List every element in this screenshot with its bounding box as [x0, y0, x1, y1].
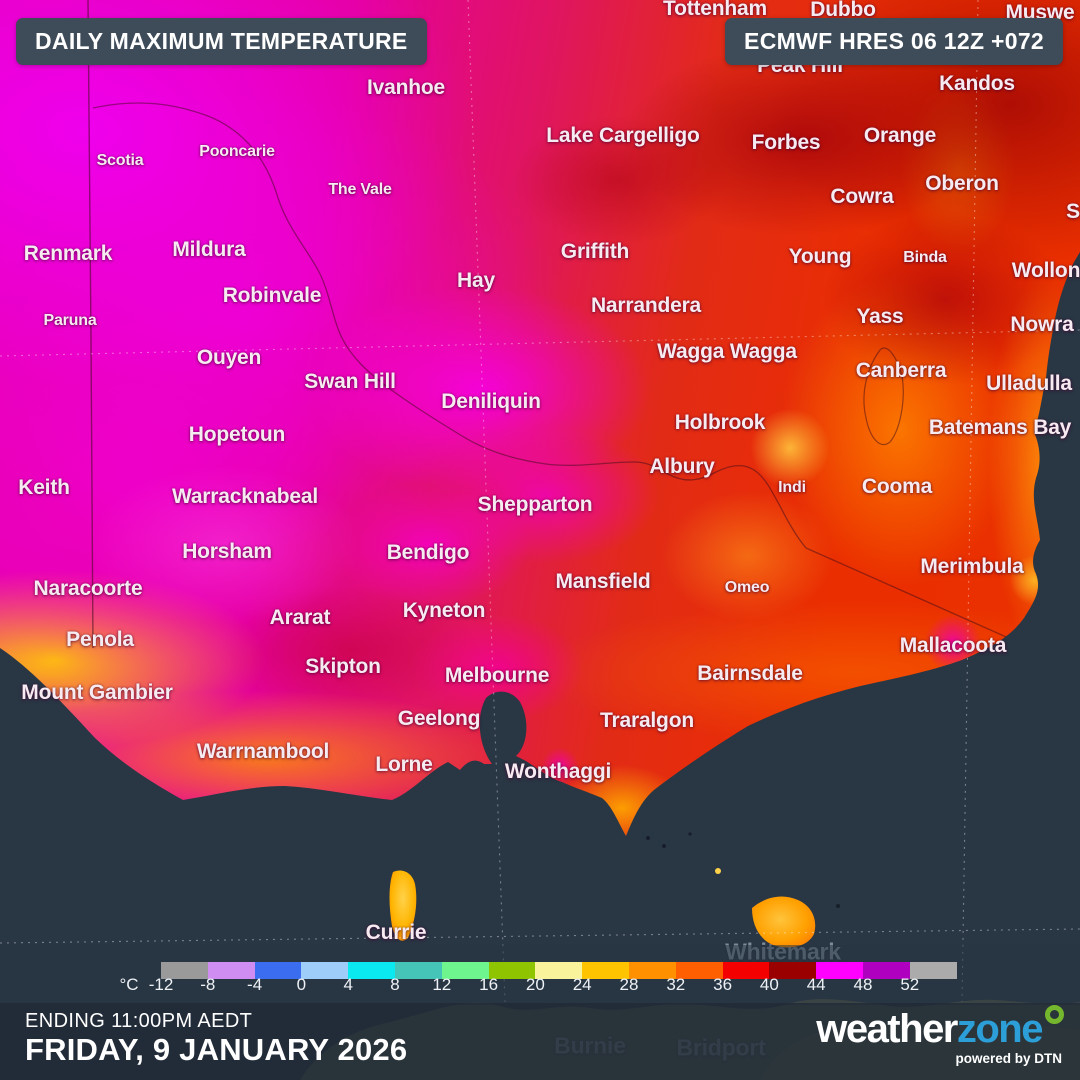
legend-tick: 20 [525, 975, 545, 994]
legend-segment [909, 962, 957, 979]
murray-border [92, 102, 1059, 661]
logo-weather: weather [816, 1007, 958, 1051]
legend-unit: °C [119, 975, 139, 994]
legend-segment [207, 962, 255, 979]
footer-bar: ENDING 11:00PM AEDT FRIDAY, 9 JANUARY 20… [0, 1003, 1080, 1080]
logo-wordmark: weatherzone [816, 1005, 1064, 1051]
island-dot [662, 844, 666, 848]
legend-tick: 24 [572, 975, 592, 994]
king-island [389, 870, 417, 941]
legend-tick: 8 [390, 975, 400, 994]
title-badge: DAILY MAXIMUM TEMPERATURE [16, 18, 427, 65]
legend: °C -12 -8 -4 0 4 8 12 16 20 24 28 32 36 40 44 48 52 [0, 945, 1080, 1005]
legend-segment [161, 962, 208, 979]
legend-tick: 32 [666, 975, 686, 994]
valid-date: FRIDAY, 9 JANUARY 2026 [25, 1032, 408, 1067]
island-dot [688, 832, 692, 836]
legend-segment [582, 962, 629, 979]
legend-segment [769, 962, 817, 979]
logo-zone: zone [956, 1007, 1044, 1051]
degree-icon [1045, 1005, 1064, 1024]
legend-segment [488, 962, 536, 979]
island-dot [646, 836, 650, 840]
legend-segment [301, 962, 349, 979]
legend-segment [254, 962, 302, 979]
legend-segment [628, 962, 676, 979]
legend-tick: 40 [759, 975, 779, 994]
legend-segment [862, 962, 910, 979]
legend-segment [394, 962, 442, 979]
legend-tick: 52 [900, 975, 920, 994]
model-badge: ECMWF HRES 06 12Z +072 [725, 18, 1063, 65]
legend-tick: -4 [247, 975, 263, 994]
legend-tick: 12 [432, 975, 452, 994]
legend-tick: 36 [713, 975, 733, 994]
island-dot [715, 868, 721, 874]
legend-tick: 16 [479, 975, 499, 994]
legend-tick: -8 [200, 975, 216, 994]
legend-tick: 0 [296, 975, 307, 994]
act-border [863, 347, 904, 446]
legend-segment [722, 962, 770, 979]
weatherzone-logo: weatherzone powered by DTN [816, 1005, 1064, 1066]
legend-segment [816, 962, 863, 979]
legend-segment [348, 962, 395, 979]
legend-color-bar [161, 962, 957, 979]
legend-tick: 4 [343, 975, 353, 994]
flinders-island [752, 896, 816, 948]
legend-tick: -12 [148, 975, 174, 994]
ocean [0, 252, 1080, 1080]
island-dot [836, 904, 840, 908]
legend-segment [675, 962, 723, 979]
sa-border [87, 0, 94, 649]
logo-tagline: powered by DTN [955, 1051, 1062, 1066]
legend-segment [535, 962, 583, 979]
ending-time: ENDING 11:00PM AEDT [25, 1010, 253, 1032]
legend-tick: 28 [619, 975, 639, 994]
grid-lines [0, 0, 1080, 1003]
legend-segment [441, 962, 489, 979]
legend-tick: 44 [806, 975, 826, 994]
legend-tick: 48 [853, 975, 873, 994]
